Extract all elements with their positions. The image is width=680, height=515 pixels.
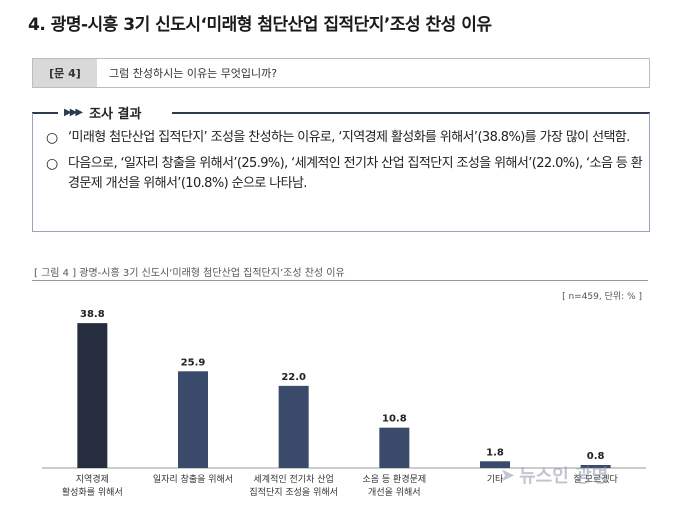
figure-divider xyxy=(32,280,648,281)
category-label: 세계적인 전기차 산업 xyxy=(254,473,334,485)
header-line-left xyxy=(32,112,58,114)
category-label: 개선을 위해서 xyxy=(368,487,421,498)
category-label: 일자리 창출을 위해서 xyxy=(153,474,233,485)
triple-arrow-icon: ▶▶▶ xyxy=(64,107,83,118)
bullet-item: ○ ‘미래형 첨단산업 집적단지’ 조성을 찬성하는 이유로, ‘지역경제 활성… xyxy=(46,128,644,148)
result-bullets: ○ ‘미래형 첨단산업 집적단지’ 조성을 찬성하는 이유로, ‘지역경제 활성… xyxy=(46,128,644,200)
bullet-text: 다음으로, ‘일자리 창출을 위해서’(25.9%), ‘세계적인 전기차 산업… xyxy=(68,156,643,191)
bar xyxy=(278,385,309,468)
result-box xyxy=(32,113,650,232)
data-label: 22.0 xyxy=(281,372,306,383)
bar xyxy=(480,461,510,468)
category-label: 활성화를 위해서 xyxy=(62,486,123,498)
figure-caption: [ 그림 4 ] 광명-시흥 3기 신도시‘미래형 첨단산업 집적단지’조성 찬… xyxy=(34,268,345,279)
arrow-logo-icon: ➤ xyxy=(500,464,516,486)
circle-bullet-icon: ○ xyxy=(46,156,58,172)
category-label: 소음 등 환경문제 xyxy=(362,473,426,485)
bullet-text: ‘미래형 첨단산업 집적단지’ 조성을 찬성하는 이유로, ‘지역경제 활성화를… xyxy=(68,130,630,145)
result-label: 조사 결과 xyxy=(89,107,142,122)
bullet-item: ○ 다음으로, ‘일자리 창출을 위해서’(25.9%), ‘세계적인 전기차 … xyxy=(46,154,644,194)
data-label: 38.8 xyxy=(80,309,105,320)
page-title: 4. 광명-시흥 3기 신도시‘미래형 첨단산업 집적단지’조성 찬성 이유 xyxy=(28,15,492,35)
bar xyxy=(580,465,611,468)
category-label: 지역경제 xyxy=(76,473,109,485)
bar xyxy=(77,323,108,468)
question-text: 그럼 찬성하시는 이유는 무엇입니까? xyxy=(109,67,278,80)
header-line-right xyxy=(172,112,650,114)
category-label: 잘 모르겠다 xyxy=(574,473,619,485)
category-label: 기타 xyxy=(487,474,504,485)
watermark: ➤ 뉴스인 광명 xyxy=(500,462,608,488)
data-label: 25.9 xyxy=(181,357,206,368)
bar xyxy=(178,371,208,468)
question-box: [문 4] 그럼 찬성하시는 이유는 무엇입니까? xyxy=(32,58,650,88)
data-label: 0.8 xyxy=(587,451,605,462)
category-label: 집적단지 조성을 위해서 xyxy=(249,486,338,498)
question-number: [문 4] xyxy=(33,59,97,87)
circle-bullet-icon: ○ xyxy=(46,130,58,146)
bar xyxy=(379,427,410,468)
result-header: ▶▶▶ 조사 결과 xyxy=(32,107,650,122)
data-label: 1.8 xyxy=(486,447,504,458)
data-label: 10.8 xyxy=(382,414,407,425)
figure-note: [ n=459, 단위: % ] xyxy=(562,292,642,302)
watermark-text: 뉴스인 광명 xyxy=(519,466,609,487)
